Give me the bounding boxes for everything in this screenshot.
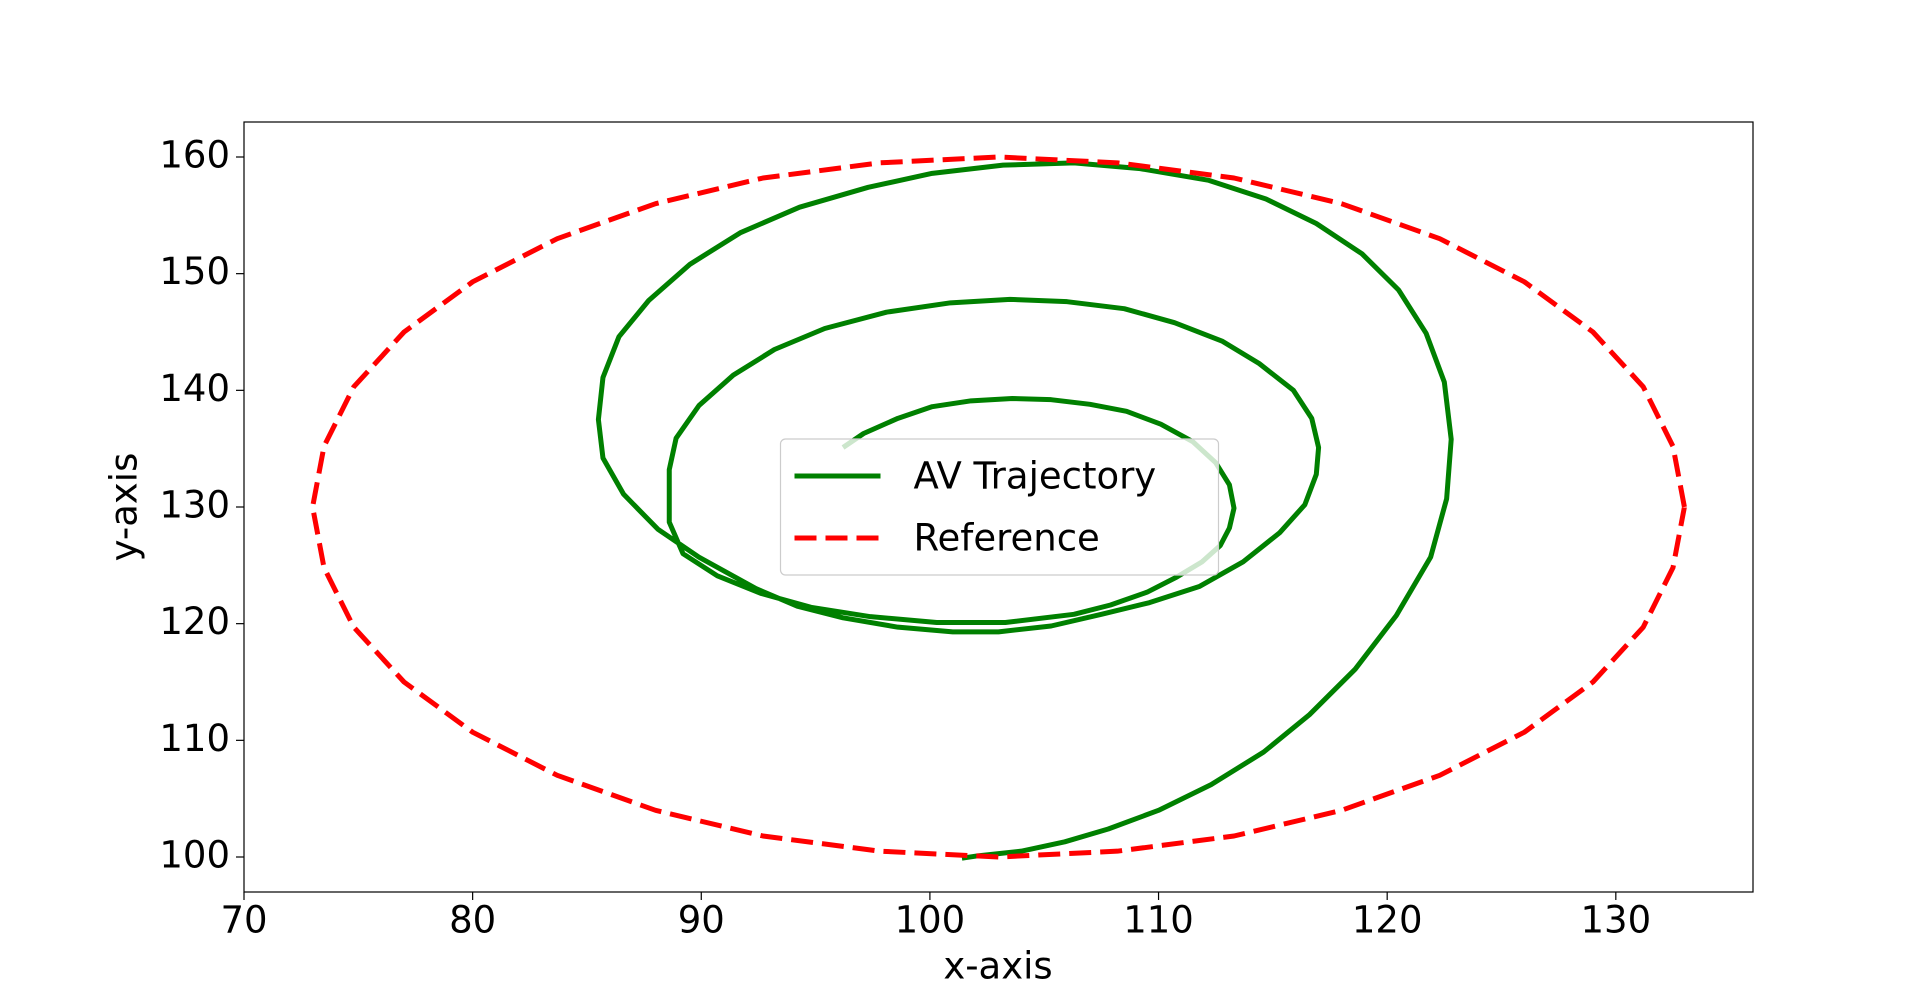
y-tick-label: 120 — [159, 600, 230, 643]
legend-label: AV Trajectory — [914, 455, 1157, 498]
legend: AV Trajectory Reference — [779, 438, 1220, 576]
x-tick-label: 110 — [1123, 899, 1194, 942]
legend-label: Reference — [914, 517, 1100, 560]
x-tick-label: 100 — [895, 899, 966, 942]
x-axis-label: x-axis — [943, 945, 1052, 988]
y-tick-label: 160 — [159, 134, 230, 177]
x-tick-label: 90 — [678, 899, 725, 942]
x-tick-label: 130 — [1581, 899, 1652, 942]
y-tick-label: 130 — [159, 484, 230, 527]
x-tick-label: 80 — [449, 899, 496, 942]
legend-box — [779, 438, 1220, 576]
y-tick-label: 110 — [159, 717, 230, 760]
y-tick-label: 150 — [159, 250, 230, 293]
y-tick-label: 100 — [159, 834, 230, 877]
x-tick-label: 120 — [1352, 899, 1423, 942]
x-tick-label: 70 — [220, 899, 267, 942]
y-axis-label: y-axis — [103, 453, 146, 562]
y-tick-label: 140 — [159, 367, 230, 410]
plot-frame — [243, 121, 1754, 893]
series-line — [310, 154, 1687, 860]
